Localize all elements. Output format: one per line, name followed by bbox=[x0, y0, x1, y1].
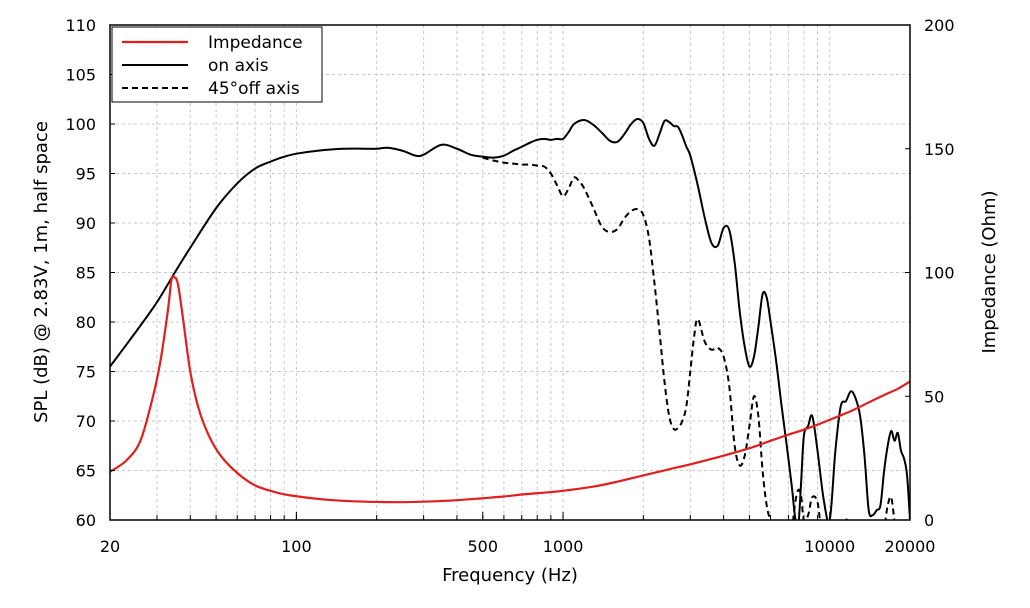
x-tick-label: 100 bbox=[281, 537, 312, 556]
series-impedance-line bbox=[110, 275, 910, 504]
ticks: 60 65 70 75 80 85 90 95 100 105 110 0 50 100 150 200 20 1… bbox=[65, 16, 954, 556]
x-tick-label: 20 bbox=[100, 537, 120, 556]
y-tick-label: 65 bbox=[76, 462, 96, 481]
series-on-axis-line bbox=[110, 118, 910, 520]
y-tick-label: 85 bbox=[76, 264, 96, 283]
legend-label-impedance: Impedance bbox=[208, 33, 303, 53]
y2-tick-label: 150 bbox=[924, 140, 955, 159]
legend: Impedance on axis 45°off axis bbox=[111, 26, 323, 103]
y2-tick-label: 200 bbox=[924, 16, 955, 35]
series-off-axis-line bbox=[482, 156, 896, 520]
y2-tick-label: 100 bbox=[924, 264, 955, 283]
y-tick-label: 100 bbox=[65, 115, 96, 134]
x-tick-label: 10000 bbox=[804, 537, 855, 556]
legend-label-off-axis: 45°off axis bbox=[208, 79, 300, 99]
x-tick-label: 20000 bbox=[885, 537, 936, 556]
series-layer bbox=[110, 118, 910, 520]
y-tick-label: 75 bbox=[76, 363, 96, 382]
y-tick-label: 80 bbox=[76, 313, 96, 332]
y-axis-label: SPL (dB) @ 2.83V, 1m, half space bbox=[31, 121, 52, 423]
legend-label-on-axis: on axis bbox=[208, 56, 269, 76]
y-tick-label: 105 bbox=[65, 66, 96, 85]
y-tick-label: 70 bbox=[76, 412, 96, 431]
x-axis-label: Frequency (Hz) bbox=[442, 565, 578, 586]
y2-tick-label: 50 bbox=[924, 387, 944, 406]
y-tick-label: 95 bbox=[76, 165, 96, 184]
x-tick-label: 1000 bbox=[543, 537, 584, 556]
y2-axis-label: Impedance (Ohm) bbox=[979, 190, 1000, 353]
y-tick-label: 60 bbox=[76, 511, 96, 530]
x-tick-label: 500 bbox=[468, 537, 499, 556]
y-tick-label: 110 bbox=[65, 16, 96, 35]
y2-tick-label: 0 bbox=[924, 511, 934, 530]
y-tick-label: 90 bbox=[76, 214, 96, 233]
